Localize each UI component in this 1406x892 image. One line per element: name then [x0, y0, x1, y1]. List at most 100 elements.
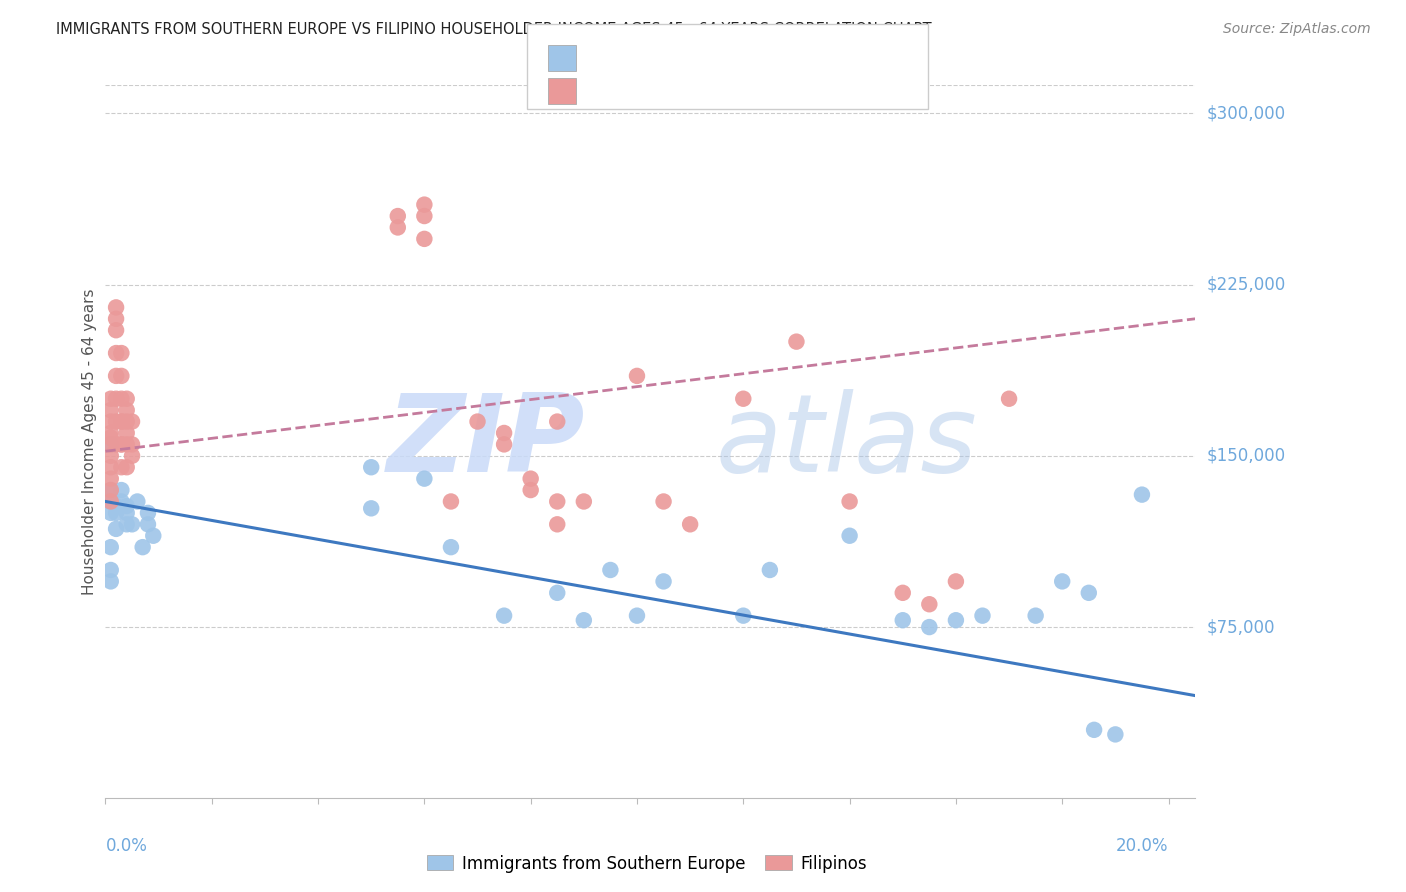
Point: [494, 425, 516, 440]
Point: [105, 506, 128, 520]
Point: [599, 563, 621, 577]
Point: [110, 437, 132, 451]
Point: [546, 494, 568, 508]
Point: [100, 431, 122, 445]
Point: [115, 437, 138, 451]
Point: [110, 460, 132, 475]
Point: [759, 563, 782, 577]
Point: [105, 323, 128, 337]
Point: [100, 574, 122, 589]
Text: N = 78: N = 78: [717, 83, 786, 103]
Point: [100, 506, 122, 520]
Point: [100, 437, 122, 451]
Text: $225,000: $225,000: [1206, 276, 1285, 293]
Text: atlas: atlas: [716, 389, 977, 494]
Point: [142, 529, 165, 543]
Point: [105, 437, 128, 451]
Point: [626, 608, 648, 623]
Point: [100, 563, 122, 577]
Point: [100, 392, 122, 406]
Point: [467, 415, 489, 429]
Point: [494, 608, 516, 623]
Point: [105, 346, 128, 360]
Point: [100, 415, 122, 429]
Text: $75,000: $75,000: [1206, 618, 1275, 636]
Point: [110, 494, 132, 508]
Point: [100, 494, 122, 508]
Point: [115, 506, 138, 520]
Point: [494, 437, 516, 451]
Point: [110, 368, 132, 383]
Point: [519, 472, 541, 486]
Point: [652, 574, 675, 589]
Point: [110, 415, 132, 429]
Point: [131, 540, 153, 554]
Point: [440, 494, 463, 508]
Text: Source: ZipAtlas.com: Source: ZipAtlas.com: [1223, 22, 1371, 37]
Point: [918, 597, 941, 611]
Point: [360, 501, 382, 516]
Point: [115, 499, 138, 513]
Point: [100, 540, 122, 554]
Point: [115, 425, 138, 440]
Point: [136, 517, 159, 532]
Point: [115, 415, 138, 429]
Point: [546, 586, 568, 600]
Point: [652, 494, 675, 508]
Point: [121, 415, 143, 429]
Point: [105, 415, 128, 429]
Point: [110, 415, 132, 429]
Point: [121, 517, 143, 532]
Point: [100, 483, 122, 497]
Point: [100, 483, 122, 497]
Point: [519, 483, 541, 497]
Point: [838, 494, 860, 508]
Point: [891, 586, 914, 600]
Text: R =  0.134: R = 0.134: [591, 83, 695, 103]
Point: [105, 392, 128, 406]
Point: [918, 620, 941, 634]
Point: [100, 472, 122, 486]
Y-axis label: Householder Income Ages 45 - 64 years: Householder Income Ages 45 - 64 years: [82, 288, 97, 595]
Text: IMMIGRANTS FROM SOUTHERN EUROPE VS FILIPINO HOUSEHOLDER INCOME AGES 45 - 64 YEAR: IMMIGRANTS FROM SOUTHERN EUROPE VS FILIP…: [56, 22, 932, 37]
Point: [105, 499, 128, 513]
Point: [413, 209, 436, 223]
Text: $150,000: $150,000: [1206, 447, 1285, 465]
Point: [387, 220, 409, 235]
Point: [945, 574, 967, 589]
Text: 0.0%: 0.0%: [105, 838, 148, 855]
Point: [100, 494, 122, 508]
Text: $300,000: $300,000: [1206, 104, 1285, 122]
Point: [387, 209, 409, 223]
Point: [1077, 586, 1099, 600]
Point: [413, 472, 436, 486]
Point: [105, 311, 128, 326]
Point: [1083, 723, 1105, 737]
Point: [785, 334, 807, 349]
Point: [100, 437, 122, 451]
Point: [121, 449, 143, 463]
Text: R = -0.710: R = -0.710: [591, 50, 696, 70]
Point: [1104, 727, 1126, 741]
Point: [1050, 574, 1073, 589]
Point: [136, 506, 159, 520]
Point: [110, 346, 132, 360]
Point: [100, 449, 122, 463]
Point: [945, 613, 967, 627]
Point: [998, 392, 1021, 406]
Point: [972, 608, 994, 623]
Point: [733, 392, 755, 406]
Point: [679, 517, 702, 532]
Point: [105, 522, 128, 536]
Point: [891, 613, 914, 627]
Point: [105, 301, 128, 315]
Point: [110, 437, 132, 451]
Legend: Immigrants from Southern Europe, Filipinos: Immigrants from Southern Europe, Filipin…: [420, 848, 873, 880]
Text: ZIP: ZIP: [387, 389, 585, 494]
Point: [100, 403, 122, 417]
Point: [121, 437, 143, 451]
Point: [110, 392, 132, 406]
Point: [626, 368, 648, 383]
Point: [127, 494, 149, 508]
Point: [110, 483, 132, 497]
